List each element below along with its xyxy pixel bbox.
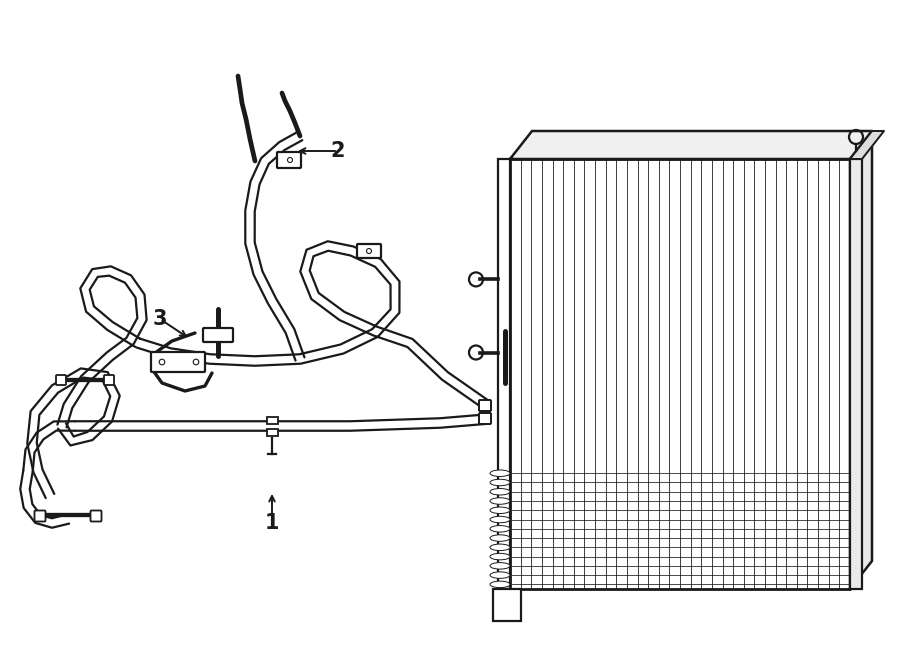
Ellipse shape xyxy=(490,470,510,477)
Bar xyxy=(850,159,862,589)
FancyBboxPatch shape xyxy=(91,510,102,522)
FancyBboxPatch shape xyxy=(479,413,491,424)
Ellipse shape xyxy=(490,581,510,588)
Text: 2: 2 xyxy=(331,141,346,161)
Ellipse shape xyxy=(490,516,510,523)
Text: 1: 1 xyxy=(265,513,279,533)
Ellipse shape xyxy=(490,498,510,504)
Polygon shape xyxy=(510,131,872,159)
Ellipse shape xyxy=(490,525,510,532)
FancyBboxPatch shape xyxy=(493,589,521,621)
FancyBboxPatch shape xyxy=(104,375,114,385)
FancyBboxPatch shape xyxy=(277,152,301,168)
Ellipse shape xyxy=(490,572,510,578)
Polygon shape xyxy=(850,131,872,589)
FancyBboxPatch shape xyxy=(56,375,66,385)
FancyBboxPatch shape xyxy=(34,510,46,522)
FancyBboxPatch shape xyxy=(203,328,233,342)
Ellipse shape xyxy=(490,553,510,560)
Ellipse shape xyxy=(490,479,510,486)
Ellipse shape xyxy=(490,507,510,514)
Ellipse shape xyxy=(490,488,510,495)
Bar xyxy=(266,417,277,424)
Ellipse shape xyxy=(490,563,510,569)
Ellipse shape xyxy=(490,544,510,551)
FancyBboxPatch shape xyxy=(151,352,205,372)
Polygon shape xyxy=(850,131,884,159)
FancyBboxPatch shape xyxy=(357,244,381,258)
Ellipse shape xyxy=(490,535,510,541)
Bar xyxy=(498,159,510,589)
FancyBboxPatch shape xyxy=(479,400,491,411)
Bar xyxy=(266,429,277,436)
Text: 3: 3 xyxy=(153,309,167,329)
